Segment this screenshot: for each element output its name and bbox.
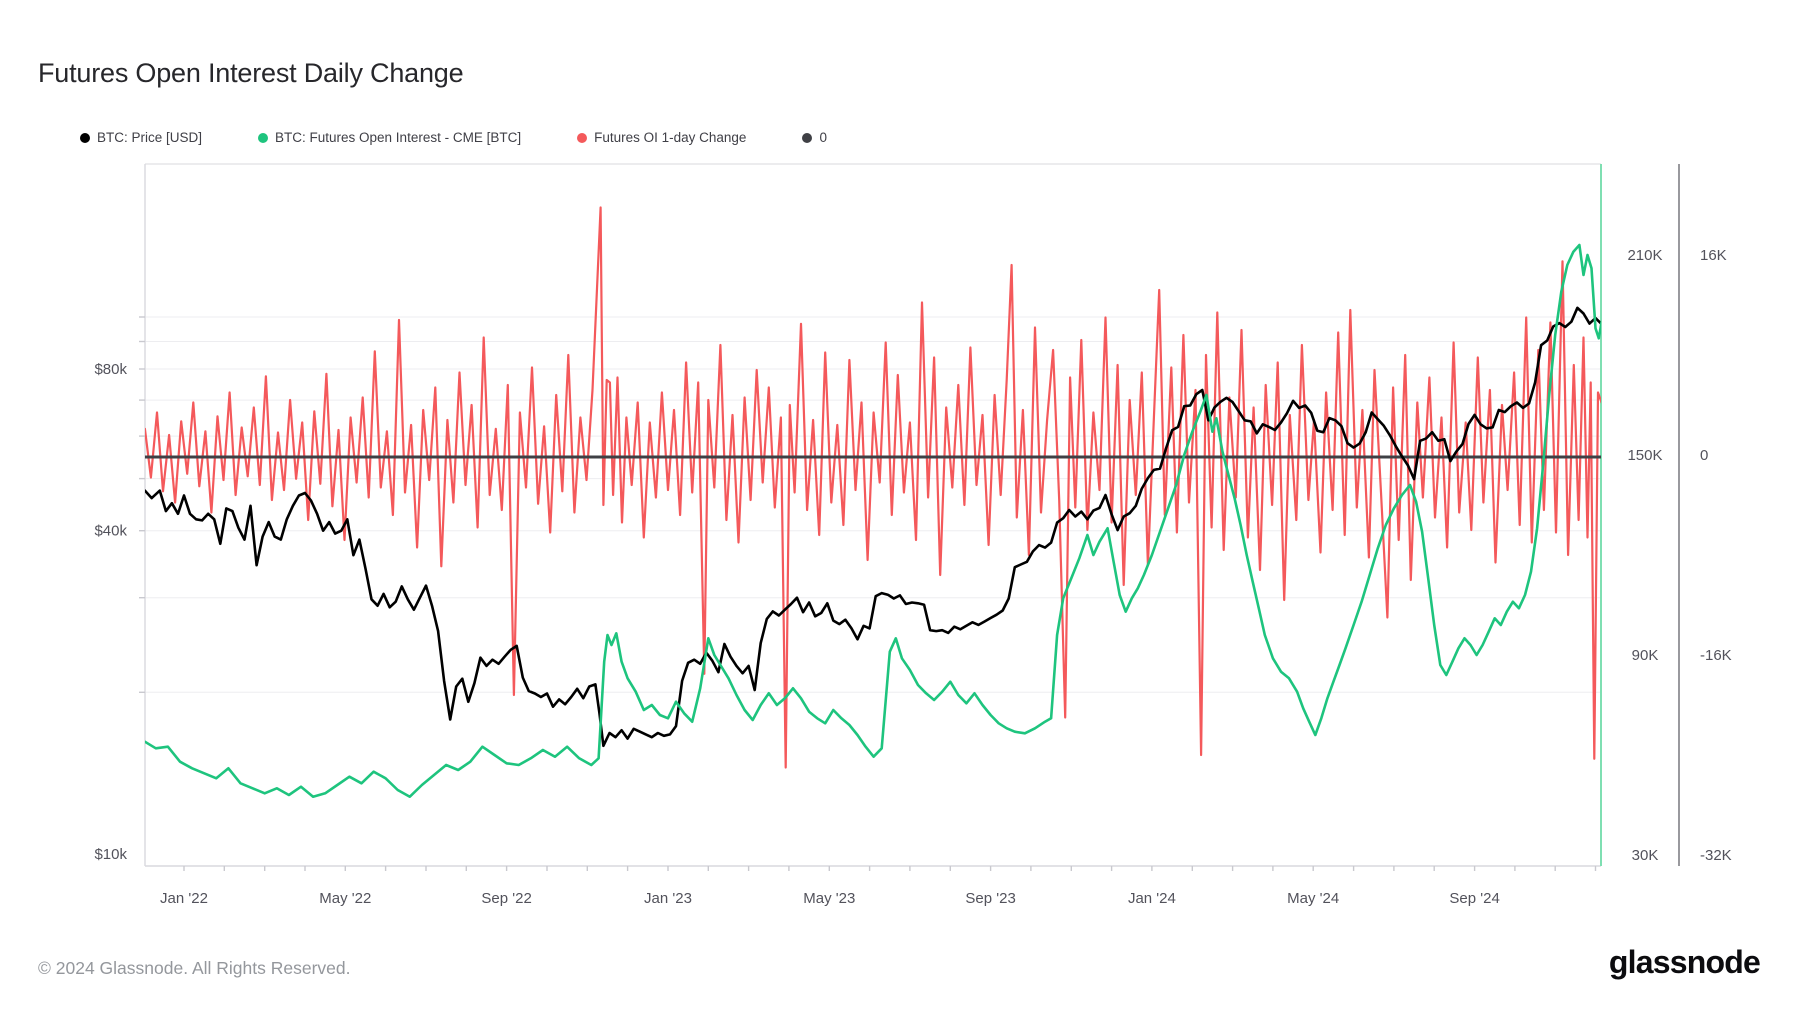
x-axis-label: Sep '24: [1449, 890, 1499, 907]
chart-legend: BTC: Price [USD] BTC: Futures Open Inter…: [80, 130, 827, 145]
legend-item-open-interest[interactable]: BTC: Futures Open Interest - CME [BTC]: [258, 130, 521, 145]
open-interest-series: [145, 243, 1601, 799]
price-series-dot-icon: [80, 132, 90, 143]
chart-plot-area[interactable]: [145, 164, 1601, 866]
x-axis-label: Jan '24: [1128, 890, 1176, 907]
legend-item-price[interactable]: BTC: Price [USD]: [80, 130, 202, 145]
x-axis-label: Sep '22: [481, 890, 531, 907]
x-axis-label: Jan '23: [644, 890, 692, 907]
legend-label: 0: [819, 130, 827, 145]
x-axis-label: May '24: [1287, 890, 1339, 907]
open-interest-series-dot-icon: [258, 132, 269, 143]
zero-series-dot-icon: [802, 132, 813, 143]
price-series: [145, 306, 1601, 748]
change-axis-label: 0: [1700, 447, 1708, 464]
oi-axis-label: 90K: [1632, 647, 1659, 664]
change-axis-label: -32K: [1700, 847, 1732, 864]
price-axis-label: $10k: [94, 846, 127, 863]
change-axis-label: 16K: [1700, 247, 1727, 264]
page-title: Futures Open Interest Daily Change: [38, 58, 464, 89]
legend-item-zero[interactable]: 0: [802, 130, 827, 145]
glassnode-logo: glassnode: [1608, 944, 1761, 980]
oi-axis-label: 210K: [1627, 247, 1662, 264]
oi-axis-label: 150K: [1627, 447, 1662, 464]
legend-label: Futures OI 1-day Change: [594, 130, 747, 145]
oi-change-series: [145, 206, 1601, 769]
legend-item-oi-change[interactable]: Futures OI 1-day Change: [577, 130, 746, 145]
oi-axis-label: 30K: [1632, 847, 1659, 864]
x-axis-label: Jan '22: [160, 890, 208, 907]
x-axis-label: May '22: [319, 890, 371, 907]
copyright-text: © 2024 Glassnode. All Rights Reserved.: [38, 958, 351, 978]
legend-label: BTC: Price [USD]: [97, 130, 203, 145]
x-axis-label: Sep '23: [965, 890, 1015, 907]
price-axis-label: $40k: [94, 523, 127, 540]
change-axis-label: -16K: [1700, 647, 1732, 664]
price-axis-label: $80k: [94, 361, 127, 378]
x-axis-label: May '23: [803, 890, 855, 907]
legend-label: BTC: Futures Open Interest - CME [BTC]: [275, 130, 522, 145]
oi-change-series-dot-icon: [577, 132, 588, 143]
